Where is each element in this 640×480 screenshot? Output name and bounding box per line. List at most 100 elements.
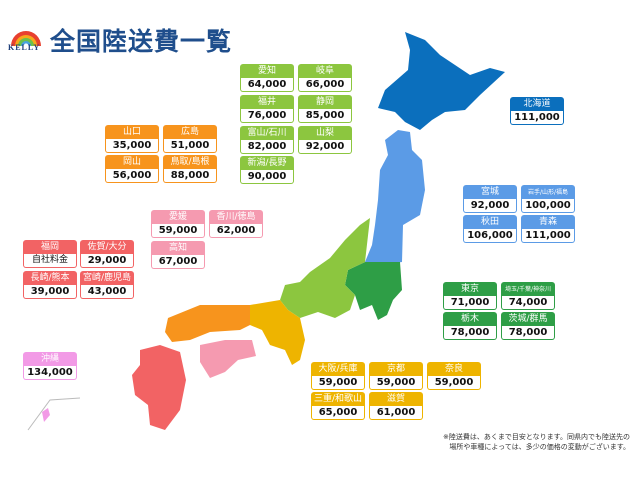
card-label: 岡山 xyxy=(122,157,141,167)
card-price: 59,000 xyxy=(370,376,422,389)
card-price: 74,000 xyxy=(502,296,554,309)
card-label: 大阪/兵庫 xyxy=(318,364,358,374)
card-label: 長崎/熊本 xyxy=(30,273,70,283)
price-card: 佐賀/大分 29,000 xyxy=(80,240,134,268)
card-label: 奈良 xyxy=(444,364,463,374)
card-label: 秋田 xyxy=(480,217,499,227)
card-price: 66,000 xyxy=(299,78,351,91)
price-card: 宮崎/鹿児島 43,000 xyxy=(80,271,134,299)
map-chubu xyxy=(280,218,370,318)
price-card: 福岡 自社料金 xyxy=(23,240,77,268)
card-price: 35,000 xyxy=(106,139,158,152)
price-card: 埼玉/千葉/神奈川 74,000 xyxy=(501,282,555,310)
price-card: 愛媛 59,000 xyxy=(151,210,205,238)
card-price: 自社料金 xyxy=(24,254,76,267)
price-card: 岐阜 66,000 xyxy=(298,64,352,92)
card-price: 111,000 xyxy=(511,111,563,124)
card-price: 62,000 xyxy=(210,224,262,237)
card-label: 茨城/群馬 xyxy=(508,314,548,324)
page-title: 全国陸送費一覧 xyxy=(50,27,233,56)
note-line-1: ※陸送費は、あくまで目安となります。同県内でも陸送先の xyxy=(443,433,630,441)
card-label: 広島 xyxy=(180,127,199,137)
card-label: 岐阜 xyxy=(315,66,334,76)
map-chugoku xyxy=(165,305,250,342)
card-price: 43,000 xyxy=(81,285,133,298)
card-price: 106,000 xyxy=(464,229,516,242)
map-tohoku xyxy=(365,130,425,265)
card-price: 65,000 xyxy=(312,406,364,419)
card-label: 山口 xyxy=(122,127,141,137)
card-price: 88,000 xyxy=(164,169,216,182)
card-label: 岩手/山形/福島 xyxy=(527,189,569,196)
card-label: 三重/和歌山 xyxy=(313,394,363,404)
card-price: 78,000 xyxy=(502,326,554,339)
map-hokkaido xyxy=(378,32,505,130)
kelly-rainbow-logo xyxy=(11,31,41,46)
card-label: 東京 xyxy=(460,284,479,294)
card-label: 高知 xyxy=(168,243,187,253)
card-price: 59,000 xyxy=(428,376,480,389)
price-card: 奈良 59,000 xyxy=(427,362,481,390)
map-okinawa-inset-border xyxy=(27,397,81,431)
card-price: 85,000 xyxy=(299,109,351,122)
card-price: 76,000 xyxy=(241,109,293,122)
price-card: 三重/和歌山 65,000 xyxy=(311,392,365,420)
map-shikoku xyxy=(200,340,256,378)
price-card: 山口 35,000 xyxy=(105,125,159,153)
card-price: 61,000 xyxy=(370,406,422,419)
card-label: 福井 xyxy=(257,97,276,107)
price-card: 香川/徳島 62,000 xyxy=(209,210,263,238)
price-card: 茨城/群馬 78,000 xyxy=(501,312,555,340)
card-price: 92,000 xyxy=(299,140,351,153)
card-price: 56,000 xyxy=(106,169,158,182)
price-card: 大阪/兵庫 59,000 xyxy=(311,362,365,390)
card-price: 29,000 xyxy=(81,254,133,267)
card-label: 北海道 xyxy=(523,99,551,109)
price-card: 長崎/熊本 39,000 xyxy=(23,271,77,299)
disclaimer-note: ※陸送費は、あくまで目安となります。同県内でも陸送先の 場所や車種によっては、多少… xyxy=(430,432,630,452)
card-label: 京都 xyxy=(386,364,405,374)
price-card: 愛知 64,000 xyxy=(240,64,294,92)
card-price: 134,000 xyxy=(24,366,76,379)
card-price: 111,000 xyxy=(522,229,574,242)
price-card: 福井 76,000 xyxy=(240,95,294,123)
card-label: 福岡 xyxy=(40,242,59,252)
card-label: 佐賀/大分 xyxy=(87,242,127,252)
card-label: 青森 xyxy=(538,217,557,227)
price-card: 宮城 92,000 xyxy=(463,185,517,213)
card-label: 新潟/長野 xyxy=(247,158,287,168)
price-card: 滋賀 61,000 xyxy=(369,392,423,420)
card-label: 埼玉/千葉/神奈川 xyxy=(504,286,552,293)
card-price: 51,000 xyxy=(164,139,216,152)
card-label: 鳥取/島根 xyxy=(170,157,210,167)
card-price: 59,000 xyxy=(152,224,204,237)
map-kinki xyxy=(250,300,305,365)
card-label: 沖縄 xyxy=(40,354,59,364)
card-price: 59,000 xyxy=(312,376,364,389)
map-okinawa xyxy=(42,408,50,422)
card-label: 静岡 xyxy=(315,97,334,107)
logo-text: KELLY xyxy=(8,43,41,52)
card-label: 宮崎/鹿児島 xyxy=(82,273,132,283)
price-card: 栃木 78,000 xyxy=(443,312,497,340)
card-price: 92,000 xyxy=(464,199,516,212)
price-card: 山梨 92,000 xyxy=(298,126,352,154)
card-price: 78,000 xyxy=(444,326,496,339)
price-card: 鳥取/島根 88,000 xyxy=(163,155,217,183)
price-card: 沖縄 134,000 xyxy=(23,352,77,380)
price-card: 岡山 56,000 xyxy=(105,155,159,183)
card-price: 71,000 xyxy=(444,296,496,309)
price-card: 東京 71,000 xyxy=(443,282,497,310)
card-price: 67,000 xyxy=(152,255,204,268)
card-price: 39,000 xyxy=(24,285,76,298)
card-price: 64,000 xyxy=(241,78,293,91)
price-card: 京都 59,000 xyxy=(369,362,423,390)
price-card: 青森 111,000 xyxy=(521,215,575,243)
price-card: 富山/石川 82,000 xyxy=(240,126,294,154)
card-label: 香川/徳島 xyxy=(216,212,256,222)
card-price: 90,000 xyxy=(241,170,293,183)
price-card: 北海道 111,000 xyxy=(510,97,564,125)
card-label: 愛知 xyxy=(257,66,276,76)
price-card: 静岡 85,000 xyxy=(298,95,352,123)
